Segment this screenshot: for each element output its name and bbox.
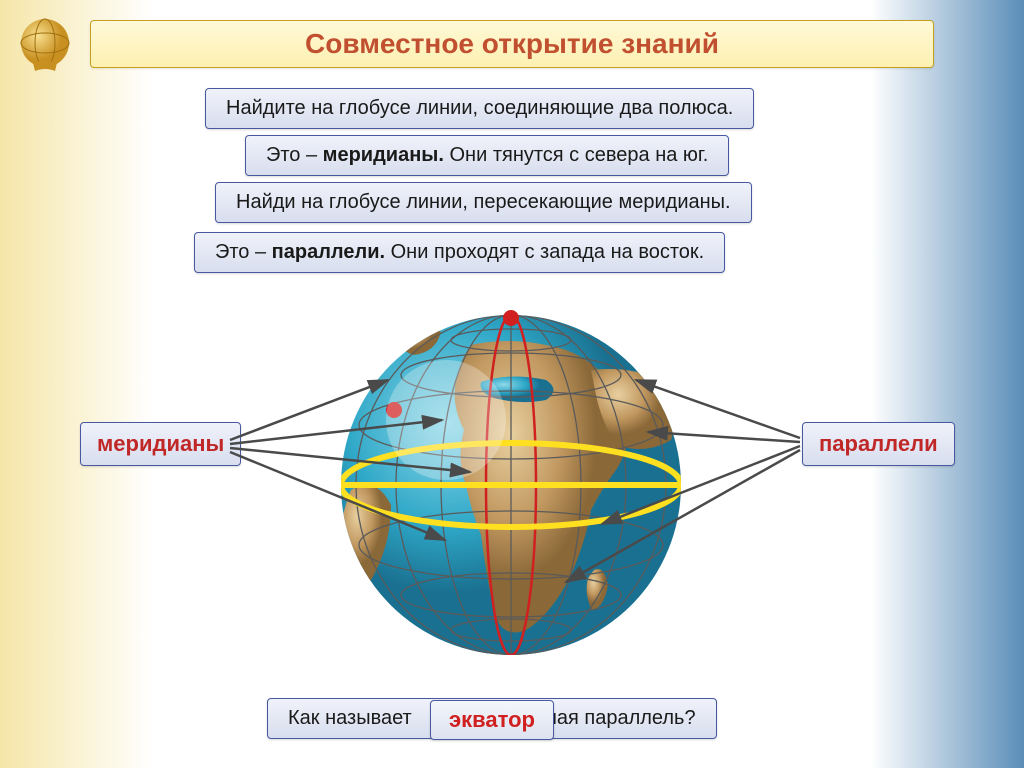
page-title: Совместное открытие знаний [305, 28, 719, 60]
definition-parallels: Это – параллели. Они проходят с запада н… [194, 232, 725, 273]
label-equator: экватор [430, 700, 554, 740]
instruction-2: Найди на глобусе линии, пересекающие мер… [215, 182, 752, 223]
north-pole-marker [503, 310, 519, 326]
globe-highlight [386, 360, 506, 480]
label-parallels: параллели [802, 422, 955, 466]
definition-meridians: Это – меридианы. Они тянутся с севера на… [245, 135, 729, 176]
instruction-1-text: Найдите на глобусе линии, соединяющие дв… [226, 97, 733, 119]
title-bar: Совместное открытие знаний [90, 20, 934, 68]
label-meridians: меридианы [80, 422, 241, 466]
instruction-1: Найдите на глобусе линии, соединяющие дв… [205, 88, 754, 129]
globe-diagram [336, 310, 686, 660]
corner-globe-icon [15, 15, 75, 75]
instruction-2-text: Найди на глобусе линии, пересекающие мер… [236, 191, 731, 213]
